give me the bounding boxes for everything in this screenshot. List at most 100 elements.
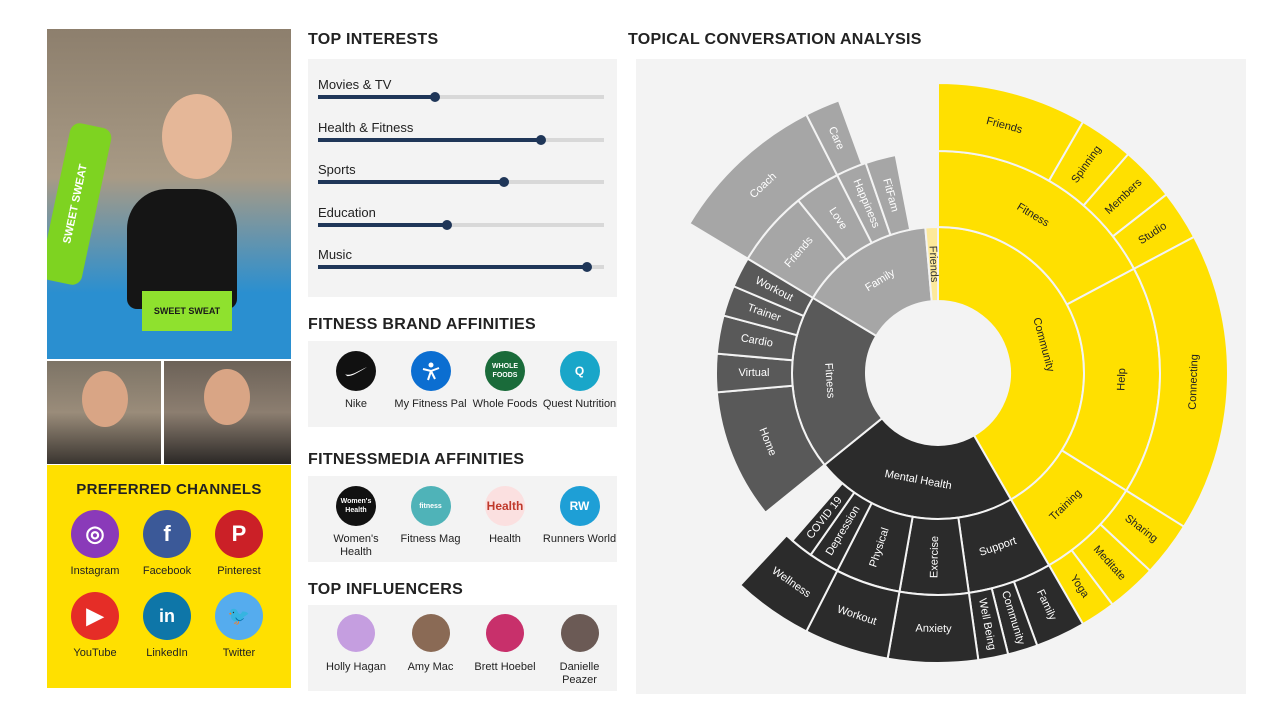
interest-fill: [318, 95, 436, 99]
whole-foods-icon: WHOLE FOODS: [485, 351, 525, 391]
interest-label: Education: [318, 204, 376, 220]
influencer-item[interactable]: Danielle Peazer: [542, 614, 618, 687]
interest-track: [318, 177, 604, 187]
person-face: [82, 371, 128, 427]
brand-label: Nike: [344, 398, 367, 410]
interest-track: [318, 134, 604, 145]
avatar-holly-icon: [337, 614, 375, 652]
influencer-label: Danielle Peazer: [559, 661, 600, 686]
bottle-text: SWEET SWEAT: [61, 163, 91, 245]
channel-linkedin[interactable]: in LinkedIn: [132, 592, 202, 659]
fitness-brand-title: FITNESS BRAND AFFINITIES: [308, 316, 536, 333]
interest-track: [318, 92, 604, 102]
sunburst-segment-friends[interactable]: [924, 225, 939, 303]
sunburst-label-fitness-virtual: Virtual: [739, 367, 770, 379]
linkedin-icon: in: [143, 592, 191, 640]
interest-label: Music: [318, 247, 352, 262]
channel-youtube[interactable]: ▶ YouTube: [60, 592, 130, 659]
sunburst-chart: CommunityFitnessFriendsSpinningMembersSt…: [688, 81, 1229, 664]
featured-photo: SWEET SWEAT SWEET SWEAT: [47, 29, 291, 359]
sunburst-label-community-help-connecting: Connecting: [1187, 354, 1201, 410]
media-label: Fitness Mag: [400, 533, 461, 545]
interest-label: Movies & TV: [318, 77, 392, 92]
brand-item[interactable]: My Fitness Pal: [393, 351, 469, 411]
person-head: [162, 94, 232, 179]
sunburst-label-mental-health-exercise: Exercise: [928, 536, 941, 578]
interest-fill: [318, 180, 504, 184]
influencer-label: Brett Hoebel: [474, 661, 536, 673]
avatar-brett-icon: [486, 614, 524, 652]
channel-label: YouTube: [73, 647, 117, 659]
channel-label: Instagram: [70, 565, 120, 577]
brand-item[interactable]: Nike: [318, 351, 394, 411]
myfitnesspal-icon: [410, 351, 451, 391]
preferred-channels-title: PREFERRED CHANNELS: [76, 481, 262, 498]
interest-label: Sports: [318, 162, 356, 177]
sunburst-label-friends: Friends: [927, 246, 941, 284]
media-item[interactable]: Women's Health Women's Health: [318, 486, 394, 559]
interest-slider-handle[interactable]: [498, 177, 509, 187]
interest-track: [318, 262, 604, 272]
fitness-media-title: FITNESSMEDIA AFFINITIES: [308, 451, 525, 468]
sunburst-segment-family-fitfam[interactable]: [864, 153, 912, 237]
interest-fill: [318, 137, 542, 142]
interest-slider-handle[interactable]: [581, 262, 592, 272]
brand-item[interactable]: WHOLE FOODS Whole Foods: [467, 351, 543, 411]
influencer-item[interactable]: Holly Hagan: [318, 614, 394, 674]
sunburst-panel: Community Fitness Friends Spinning Members St…: [636, 59, 1246, 694]
channel-label: LinkedIn: [146, 647, 188, 659]
channel-instagram[interactable]: ◎ Instagram: [60, 510, 130, 577]
instagram-icon: ◎: [71, 510, 119, 558]
nike-swoosh-icon: [336, 351, 376, 391]
youtube-icon: ▶: [71, 592, 119, 640]
influencer-item[interactable]: Brett Hoebel: [467, 614, 543, 674]
sunburst-label-community-help: Help: [1115, 368, 1128, 391]
avatar-danielle-icon: [560, 614, 599, 652]
quest-icon: Q: [559, 351, 600, 391]
channel-label: Facebook: [142, 565, 192, 577]
brand-label: Quest Nutrition: [542, 398, 617, 410]
media-label: Women's Health: [333, 533, 379, 558]
channel-twitter[interactable]: 🐦 Twitter: [204, 592, 274, 659]
media-item[interactable]: Health Health: [467, 486, 543, 546]
sunburst-label-mental-health-exercise-anxiety: Anxiety: [915, 623, 952, 636]
sunburst-label-fitness-cardio: Cardio: [740, 332, 774, 349]
media-label: Health: [489, 533, 521, 545]
interest-slider-handle[interactable]: [430, 92, 441, 102]
sunburst-segment-mental-health-covid-19[interactable]: [790, 481, 856, 557]
runners-world-icon: RW: [559, 486, 600, 526]
media-item[interactable]: fitness Fitness Mag: [393, 486, 469, 546]
interest-fill: [318, 222, 447, 227]
twitter-icon: 🐦: [215, 592, 263, 640]
person-torso: [127, 189, 237, 309]
media-item[interactable]: RW Runners World: [542, 486, 618, 546]
facebook-icon: f: [143, 510, 191, 558]
photo-thumbnail-2: [164, 361, 291, 464]
channel-label: Twitter: [222, 647, 256, 659]
sunburst-label-fitness: Fitness: [822, 362, 836, 399]
person-face: [204, 369, 250, 425]
photo-thumbnail-1: [47, 361, 161, 464]
top-influencers-title: TOP INFLUENCERS: [308, 581, 464, 598]
top-influencers-panel: Holly Hagan Amy Mac Brett Hoebel Danielle P…: [308, 605, 617, 691]
interest-slider-handle[interactable]: [536, 134, 547, 145]
fitness-mag-icon: fitness: [410, 486, 451, 526]
interest-slider-handle[interactable]: [441, 219, 452, 230]
topical-analysis-title: TOPICAL CONVERSATION ANALYSIS: [628, 31, 922, 48]
brand-item[interactable]: Q Quest Nutrition: [542, 351, 618, 411]
sunburst-segment-mental-health-depression-wellness[interactable]: [738, 533, 839, 633]
preferred-channels-panel: PREFERRED CHANNELS ◎ Instagram f Facebook P P…: [47, 465, 291, 688]
brand-label: My Fitness Pal: [394, 398, 467, 410]
pinterest-icon: P: [215, 510, 263, 558]
belt-logo: SWEET SWEAT: [142, 291, 232, 331]
channel-facebook[interactable]: f Facebook: [132, 510, 202, 577]
influencer-label: Amy Mac: [407, 661, 454, 673]
channel-label: Pinterest: [217, 565, 261, 577]
influencer-label: Holly Hagan: [326, 661, 386, 673]
top-interests-panel: Movies & TV Health & Fitness Sports Educati…: [308, 59, 617, 297]
channel-pinterest[interactable]: P Pinterest: [204, 510, 274, 577]
fitness-brand-panel: Nike My Fitness Pal WHOLE FOODS Whole Foods…: [308, 341, 617, 427]
influencer-item[interactable]: Amy Mac: [393, 614, 469, 674]
top-interests-title: TOP INTERESTS: [308, 31, 439, 48]
avatar-amy-icon: [411, 614, 450, 652]
